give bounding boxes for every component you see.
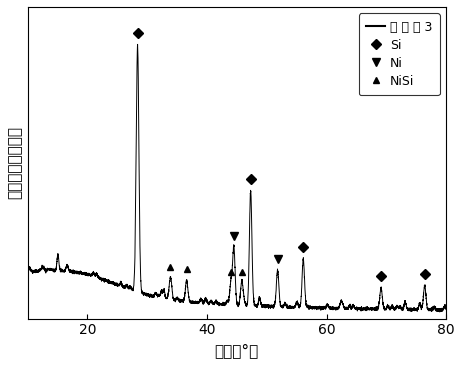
X-axis label: 角度（°）: 角度（°） — [215, 343, 259, 358]
Legend: 实 施 例 3, Si, Ni, NiSi: 实 施 例 3, Si, Ni, NiSi — [359, 13, 440, 95]
Y-axis label: 强度（任意单位）: 强度（任意单位） — [7, 126, 22, 199]
